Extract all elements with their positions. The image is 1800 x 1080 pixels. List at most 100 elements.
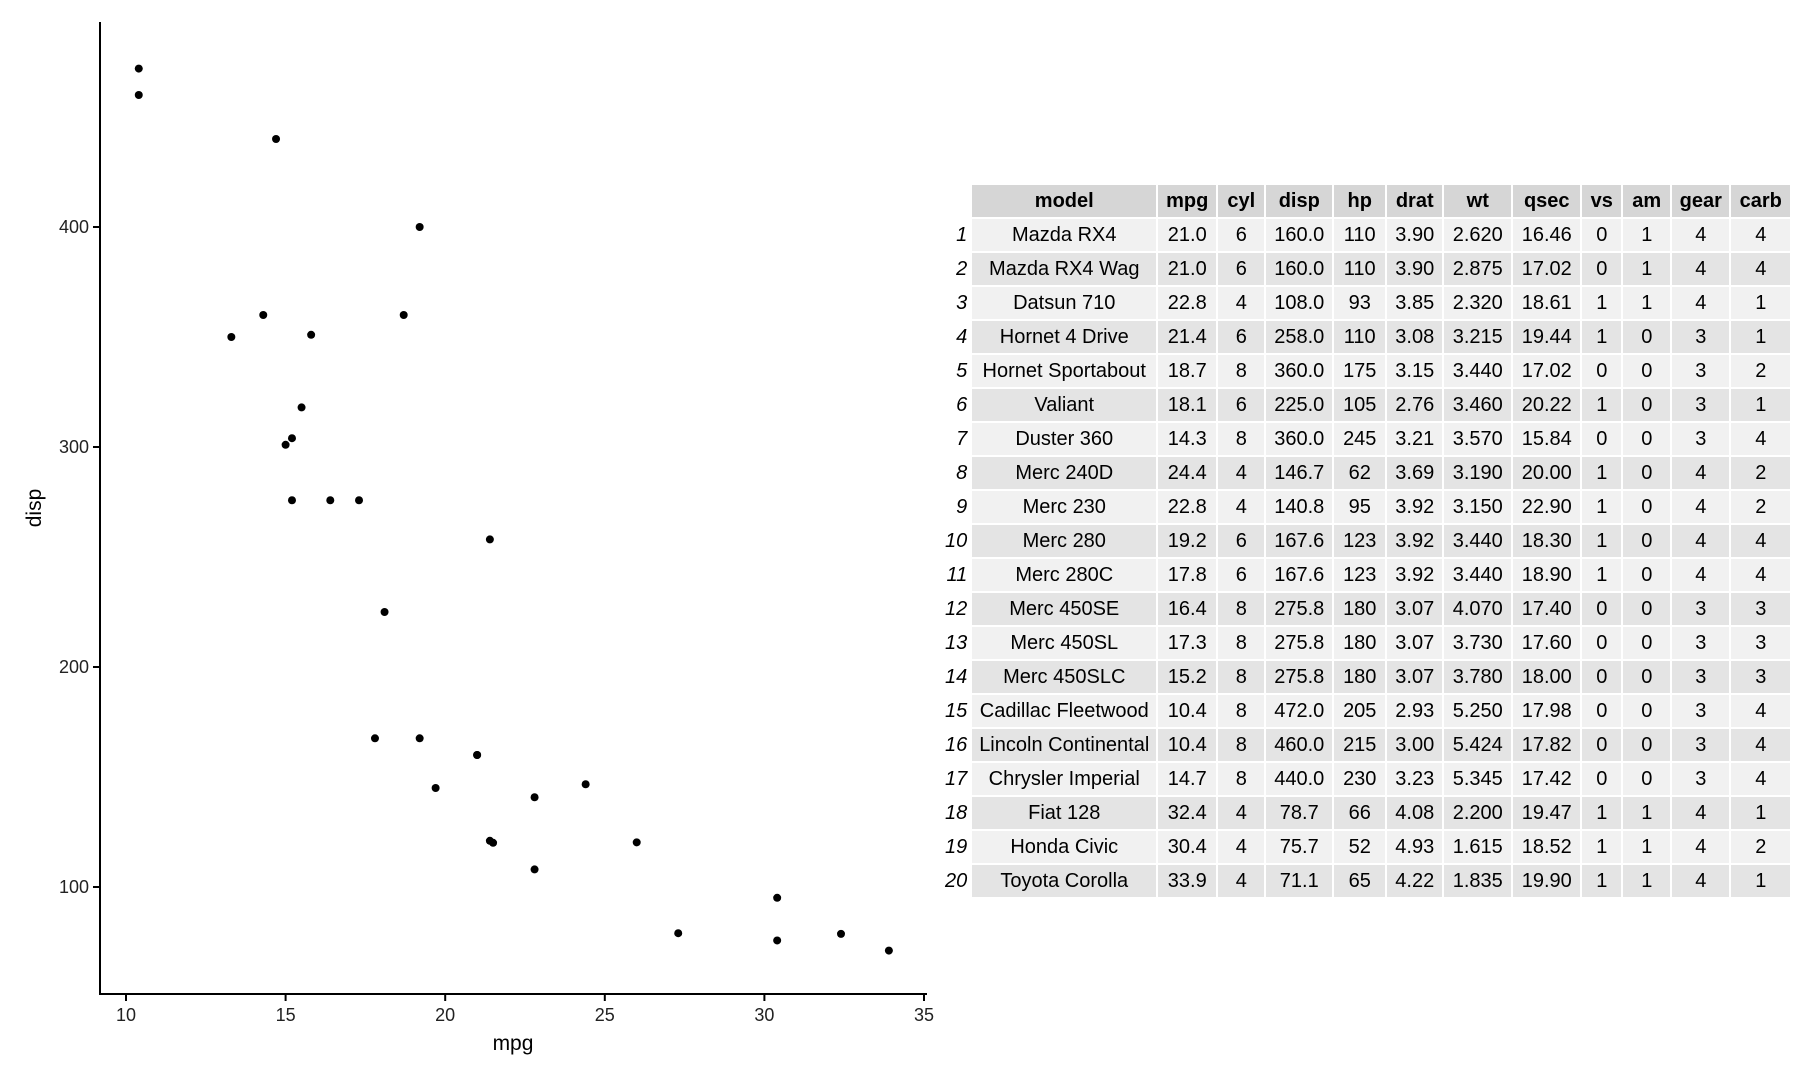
cell-am: 0 xyxy=(1623,423,1673,457)
cell-carb: 1 xyxy=(1731,287,1793,321)
data-point xyxy=(837,929,846,938)
cell-gear: 4 xyxy=(1672,559,1732,593)
cell-vs: 0 xyxy=(1582,627,1624,661)
cell-model: Chrysler Imperial xyxy=(972,763,1159,797)
cell-vs: 0 xyxy=(1582,729,1624,763)
cell-drat: 2.93 xyxy=(1387,695,1445,729)
cell-model: Hornet Sportabout xyxy=(972,355,1159,389)
cell-vs: 1 xyxy=(1582,457,1624,491)
cell-qsec: 19.47 xyxy=(1513,797,1583,831)
cell-mpg: 14.7 xyxy=(1158,763,1219,797)
x-tick-label: 10 xyxy=(116,1005,136,1025)
cell-model: Merc 450SE xyxy=(972,593,1159,627)
cell-cyl: 8 xyxy=(1218,695,1267,729)
cell-mpg: 17.3 xyxy=(1158,627,1219,661)
table-row: 5 Hornet Sportabout 18.7 8 360.0 175 3.15 3.440… xyxy=(945,355,1793,389)
cell-carb: 4 xyxy=(1731,729,1793,763)
cell-gear: 3 xyxy=(1672,661,1732,695)
cell-gear: 4 xyxy=(1672,831,1732,865)
row-index: 20 xyxy=(945,865,973,899)
cell-wt: 3.730 xyxy=(1444,627,1514,661)
data-point xyxy=(287,496,296,505)
cell-disp: 440.0 xyxy=(1266,763,1335,797)
row-index: 3 xyxy=(945,287,973,321)
cell-wt: 3.150 xyxy=(1444,491,1514,525)
cell-gear: 3 xyxy=(1672,355,1732,389)
cell-carb: 3 xyxy=(1731,661,1793,695)
cell-qsec: 18.30 xyxy=(1513,525,1583,559)
cell-vs: 1 xyxy=(1582,865,1624,899)
cell-drat: 3.00 xyxy=(1387,729,1445,763)
cell-gear: 3 xyxy=(1672,423,1732,457)
cell-qsec: 16.46 xyxy=(1513,219,1583,253)
row-index: 9 xyxy=(945,491,973,525)
cell-hp: 245 xyxy=(1334,423,1388,457)
cell-vs: 0 xyxy=(1582,695,1624,729)
cell-am: 0 xyxy=(1623,593,1673,627)
row-index: 4 xyxy=(945,321,973,355)
table-row: 14 Merc 450SLC 15.2 8 275.8 180 3.07 3.780 18.00… xyxy=(945,661,1793,695)
cell-vs: 1 xyxy=(1582,797,1624,831)
column-header-hp: hp xyxy=(1334,185,1388,219)
cell-carb: 3 xyxy=(1731,627,1793,661)
cell-gear: 3 xyxy=(1672,389,1732,423)
cell-mpg: 10.4 xyxy=(1158,729,1219,763)
cell-disp: 75.7 xyxy=(1266,831,1335,865)
cell-model: Mazda RX4 xyxy=(972,219,1159,253)
cell-qsec: 19.90 xyxy=(1513,865,1583,899)
cell-carb: 1 xyxy=(1731,389,1793,423)
column-header-vs: vs xyxy=(1582,185,1624,219)
cell-disp: 275.8 xyxy=(1266,593,1335,627)
data-point xyxy=(259,311,268,319)
data-point xyxy=(485,535,494,544)
cell-hp: 66 xyxy=(1334,797,1388,831)
cell-vs: 1 xyxy=(1582,491,1624,525)
column-header-model: model xyxy=(972,185,1159,219)
y-tick-label: 300 xyxy=(59,437,89,457)
row-index: 16 xyxy=(945,729,973,763)
cell-wt: 2.620 xyxy=(1444,219,1514,253)
data-point xyxy=(674,929,683,938)
cell-am: 1 xyxy=(1623,287,1673,321)
cell-disp: 78.7 xyxy=(1266,797,1335,831)
y-tick-label: 100 xyxy=(59,877,89,897)
table-row: 2 Mazda RX4 Wag 21.0 6 160.0 110 3.90 2.875 17.0… xyxy=(945,253,1793,287)
cell-hp: 180 xyxy=(1334,593,1388,627)
cell-model: Honda Civic xyxy=(972,831,1159,865)
data-point xyxy=(773,936,782,945)
cell-wt: 3.215 xyxy=(1444,321,1514,355)
cell-drat: 3.85 xyxy=(1387,287,1445,321)
cell-cyl: 6 xyxy=(1218,389,1267,423)
cell-wt: 2.875 xyxy=(1444,253,1514,287)
cell-am: 0 xyxy=(1623,763,1673,797)
table-row: 12 Merc 450SE 16.4 8 275.8 180 3.07 4.070 17.40 0… xyxy=(945,593,1793,627)
cell-cyl: 4 xyxy=(1218,457,1267,491)
cell-model: Lincoln Continental xyxy=(972,729,1159,763)
cell-hp: 175 xyxy=(1334,355,1388,389)
cell-wt: 3.190 xyxy=(1444,457,1514,491)
column-header-cyl: cyl xyxy=(1218,185,1267,219)
row-index: 13 xyxy=(945,627,973,661)
cell-disp: 275.8 xyxy=(1266,661,1335,695)
cell-mpg: 15.2 xyxy=(1158,661,1219,695)
cell-qsec: 22.90 xyxy=(1513,491,1583,525)
cell-drat: 3.21 xyxy=(1387,423,1445,457)
cell-drat: 2.76 xyxy=(1387,389,1445,423)
cell-drat: 3.23 xyxy=(1387,763,1445,797)
data-point xyxy=(287,434,296,443)
cell-disp: 472.0 xyxy=(1266,695,1335,729)
cell-model: Valiant xyxy=(972,389,1159,423)
data-point xyxy=(485,836,494,845)
cell-hp: 95 xyxy=(1334,491,1388,525)
cell-mpg: 30.4 xyxy=(1158,831,1219,865)
cell-model: Merc 450SL xyxy=(972,627,1159,661)
table-row: 6 Valiant 18.1 6 225.0 105 2.76 3.460 20.22 1 0 3 1 xyxy=(945,389,1793,423)
cell-am: 0 xyxy=(1623,355,1673,389)
row-index: 15 xyxy=(945,695,973,729)
cell-hp: 230 xyxy=(1334,763,1388,797)
cell-gear: 4 xyxy=(1672,797,1732,831)
cell-hp: 110 xyxy=(1334,321,1388,355)
row-index: 19 xyxy=(945,831,973,865)
cell-cyl: 4 xyxy=(1218,491,1267,525)
table-row: 20 Toyota Corolla 33.9 4 71.1 65 4.22 1.835 19.9… xyxy=(945,865,1793,899)
